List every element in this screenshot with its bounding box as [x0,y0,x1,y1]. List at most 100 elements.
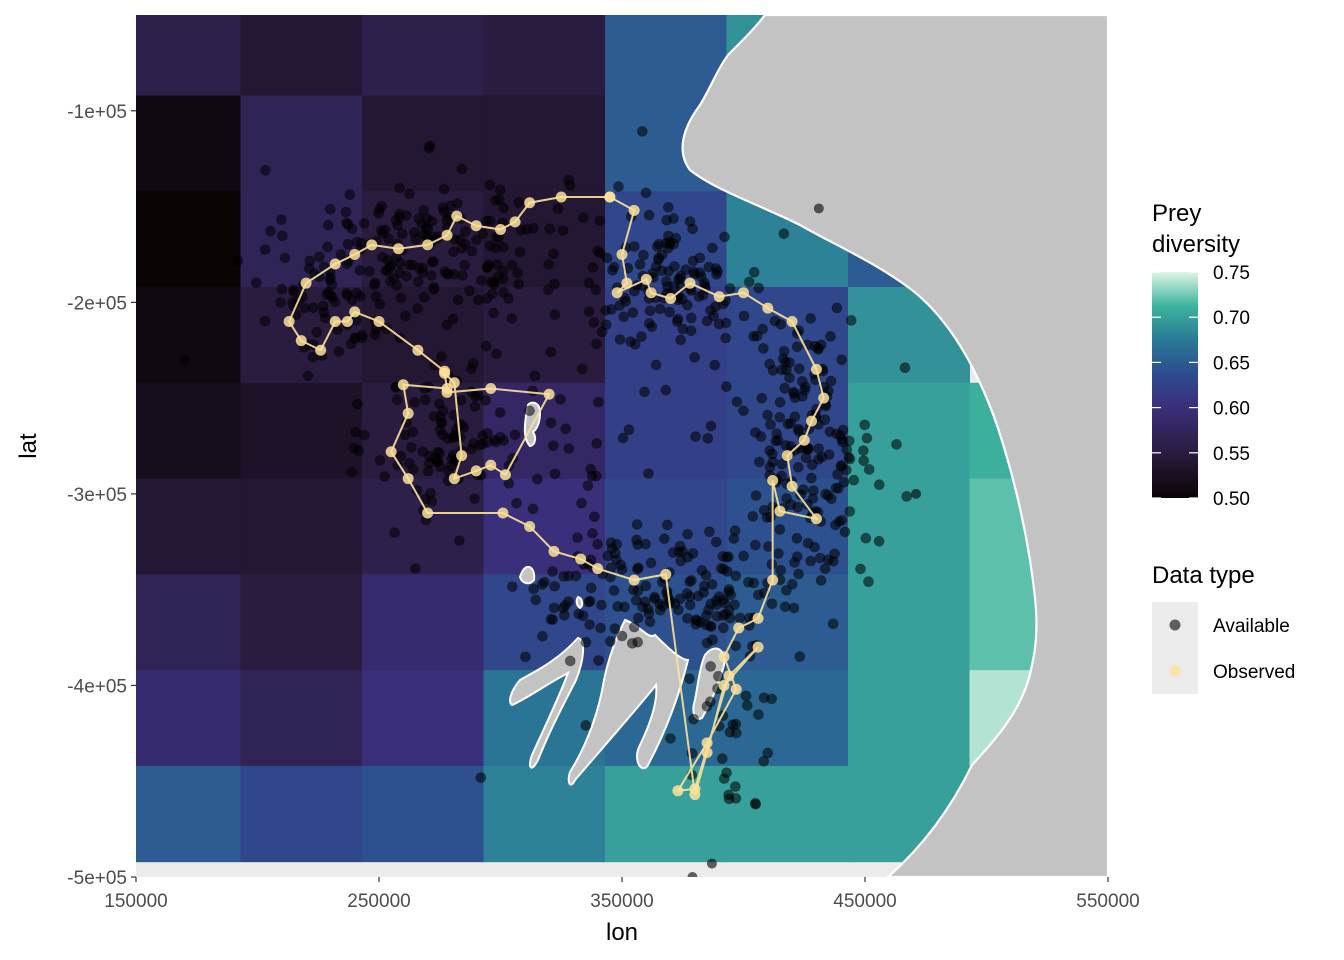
available-point [730,782,740,792]
available-point [571,571,581,581]
available-point [442,320,452,330]
available-point [619,602,629,612]
available-point [663,202,673,212]
colorbar-tick-label: 0.65 [1213,353,1250,374]
available-point [845,454,855,464]
available-point [662,215,672,225]
available-point [695,253,705,263]
observed-point [471,465,482,476]
available-point [786,418,796,428]
available-point [609,586,619,596]
available-point [744,277,754,287]
available-point [404,189,414,199]
available-point [675,594,685,604]
available-point [859,456,869,466]
observed-point [374,316,385,327]
available-point [707,859,717,869]
available-point [425,451,435,461]
available-point [260,316,270,326]
available-point [686,326,696,336]
available-point [585,620,595,630]
x-tick-label: 350000 [590,891,653,912]
available-point [826,494,836,504]
available-point [768,457,778,467]
available-point [276,297,286,307]
available-point [831,483,841,493]
available-point [790,557,800,567]
observed-point [731,684,742,695]
observed-point [451,211,462,222]
available-point [766,512,776,522]
available-point [592,438,602,448]
available-point [260,245,270,255]
available-point [565,656,575,666]
available-point [410,564,420,574]
available-point [690,352,700,362]
available-point [530,371,540,381]
observed-point [403,408,414,419]
available-point [520,652,530,662]
available-point [489,308,499,318]
available-point [427,497,437,507]
available-point [522,224,532,234]
colorbar-legend: Prey diversity 0.500.550.600.650.700.75 [1152,200,1250,510]
available-point [581,720,591,730]
available-point [436,411,446,421]
available-point [725,727,735,737]
available-point [596,600,606,610]
available-point [406,442,416,452]
available-point [548,615,558,625]
available-point [514,197,524,207]
available-point [395,258,405,268]
available-point [661,385,671,395]
available-point [792,342,802,352]
available-point [646,558,656,568]
available-point [794,364,804,374]
available-point [628,585,638,595]
raster-cell [240,383,362,479]
available-point [841,465,851,475]
observed-point [495,224,506,235]
available-point [750,798,760,808]
available-point [395,209,405,219]
observed-point [471,220,482,231]
available-point [528,386,538,396]
available-point [808,486,818,496]
available-point [703,433,713,443]
available-point [799,385,809,395]
available-point [546,347,556,357]
available-point [712,600,722,610]
available-point [842,445,852,455]
available-point [641,188,651,198]
available-point [751,491,761,501]
available-point [695,268,705,278]
available-point [645,306,655,316]
raster-cell [362,766,484,862]
available-point [413,277,423,287]
observed-point [301,278,312,289]
plot-panel [136,15,1108,882]
available-point [711,263,721,273]
available-point [359,430,369,440]
available-point [741,691,751,701]
available-point [334,347,344,357]
available-point [511,498,521,508]
available-point [619,312,629,322]
available-point [581,637,591,647]
observed-point [621,278,632,289]
available-point [595,216,605,226]
available-point [739,551,749,561]
observed-point [524,521,535,532]
available-point [806,556,816,566]
observed-point [811,364,822,375]
available-point [593,539,603,549]
observed-point [342,316,353,327]
available-point [697,565,707,575]
available-point [425,141,435,151]
available-point [685,591,695,601]
available-point [702,701,712,711]
observed-point [442,230,453,241]
observed-point [497,508,508,519]
available-point [486,277,496,287]
available-point [305,256,315,266]
